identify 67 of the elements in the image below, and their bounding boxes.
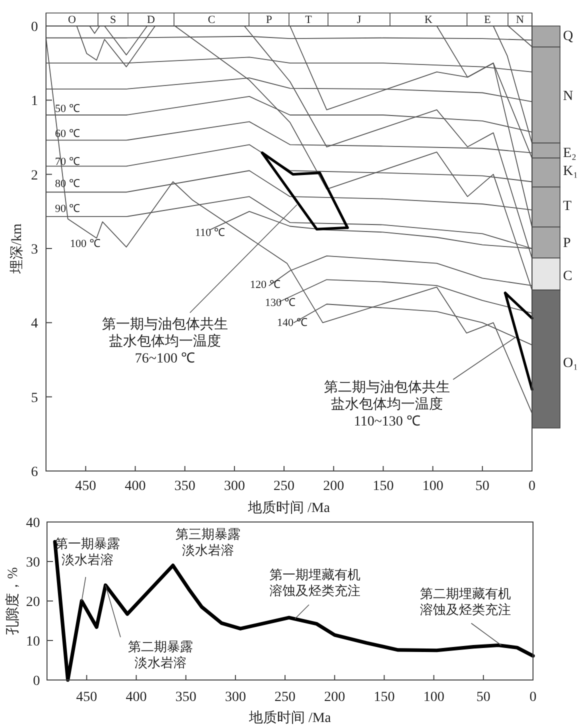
annotation: 50 ℃ [55,103,80,115]
annotation: 100 ℃ [70,238,100,250]
y-tick-label: 0 [33,674,40,689]
annotation: N [516,14,524,26]
x-tick-label: 0 [528,479,536,494]
x-tick-label: 250 [274,479,295,494]
annotation: K [424,14,433,26]
annotation: 90 ℃ [55,203,80,215]
x-tick-label: 150 [372,479,394,494]
x-tick-label: 300 [224,690,246,705]
annotation: 第三期暴露淡水岩溶 [175,526,240,558]
y-tick-label: 0 [31,20,38,35]
y-tick-label: 10 [26,634,40,650]
y-tick-label: 40 [26,516,40,531]
y-tick-label: 1 [31,94,38,110]
y-tick-label: 30 [26,556,40,570]
text: C [563,269,572,284]
annotation: 第二期与油包体共生盐水包体均一温度 110~130 ℃ [324,380,450,430]
y-tick-label: 6 [31,465,38,480]
text: O₁ [563,356,578,371]
x-tick-label: 300 [224,479,245,494]
annotation: S [110,14,116,26]
y-axis-title: 孔隙度，% [5,566,22,635]
text: K₁ [563,164,578,179]
annotation: C [208,14,216,26]
y-axis-title: 埋深/km [9,224,26,274]
x-tick-label: 400 [126,690,147,705]
y-tick-label: 5 [31,390,38,406]
x-tick-label: 100 [423,690,444,705]
annotation: 第一期埋藏有机溶蚀及烃类充注 [269,566,360,598]
x-tick-label: 50 [475,479,490,494]
annotation: D [147,14,156,26]
annotation: 第二期埋藏有机溶蚀及烃类充注 [420,586,511,618]
annotation: 第二期暴露淡水岩溶 [128,639,194,670]
annotation: 第一期与油包体共生盐水包体均一温度 76~100 ℃ [102,316,228,367]
y-tick-label: 4 [31,316,38,332]
x-tick-label: 350 [175,690,196,705]
x-axis-title: 地质时间 /Ma [248,710,332,726]
x-tick-label: 0 [530,690,536,705]
annotation: J [356,14,362,26]
x-tick-label: 450 [76,690,98,705]
annotation: E [484,14,492,26]
annotation: 110 ℃ [195,227,225,239]
x-tick-label: 200 [323,479,344,494]
annotation: O [68,14,76,26]
y-tick-label: 3 [31,242,38,258]
annotation: 130 ℃ [265,297,296,309]
x-tick-label: 350 [174,479,196,494]
text: N [563,89,574,104]
text: Q [563,29,574,44]
x-axis-title: 地质时间 /Ma [246,500,331,516]
text: E₂ [563,146,577,161]
annotation: P [266,14,272,26]
x-tick-label: 150 [374,690,395,705]
y-tick-label: 2 [31,168,38,184]
x-tick-label: 100 [422,479,444,494]
x-tick-label: 250 [274,690,296,705]
text: T [563,199,572,214]
x-tick-label: 50 [476,690,490,705]
x-tick-label: 400 [124,479,146,494]
annotation: 140 ℃ [277,317,308,329]
annotation: 120 ℃ [250,279,280,291]
x-tick-label: 450 [75,479,96,494]
annotation: T [305,14,312,26]
x-tick-label: 200 [324,690,346,705]
text: P [563,236,571,251]
y-tick-label: 20 [26,595,40,610]
